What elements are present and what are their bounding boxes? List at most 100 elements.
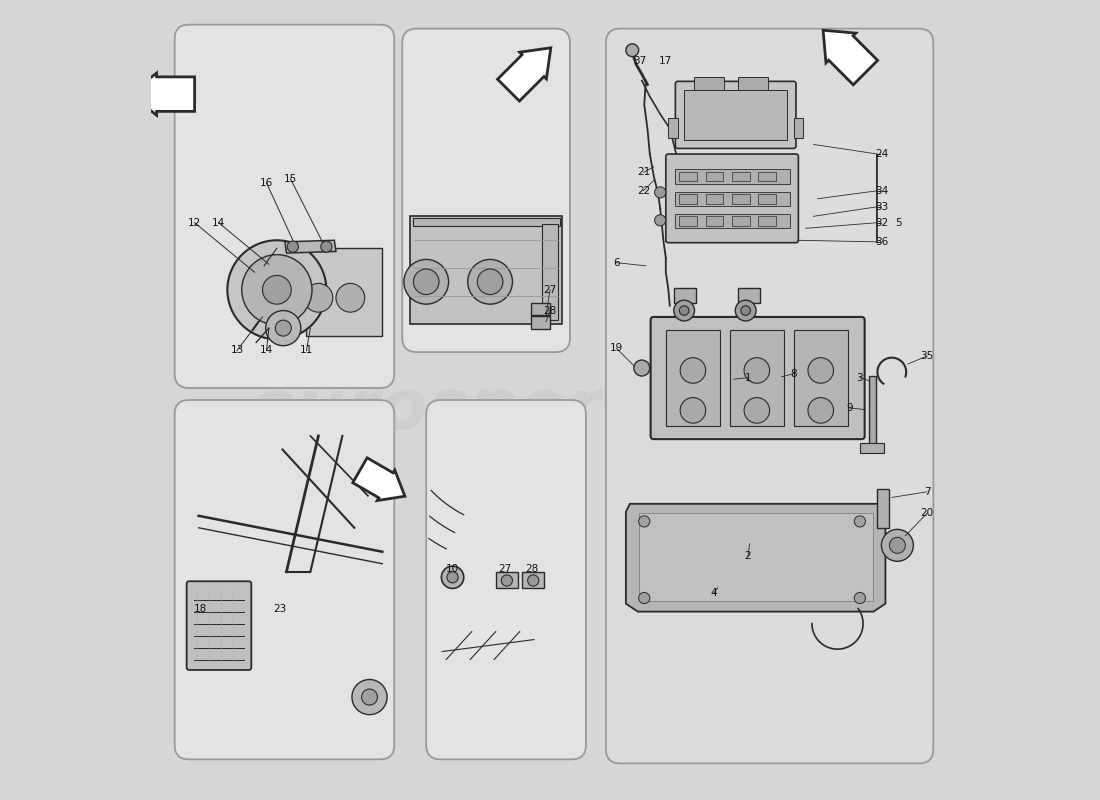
Bar: [680, 171, 697, 181]
Text: 32: 32: [876, 218, 889, 228]
Text: 34: 34: [876, 186, 889, 196]
Bar: [680, 194, 697, 203]
Bar: [706, 171, 724, 181]
Bar: [531, 302, 550, 315]
Circle shape: [680, 358, 706, 383]
Text: 6: 6: [613, 258, 619, 268]
Circle shape: [634, 360, 650, 376]
Text: 8: 8: [790, 369, 796, 378]
Text: 2: 2: [745, 550, 751, 561]
Circle shape: [626, 44, 639, 57]
Bar: [684, 90, 788, 140]
Text: 10: 10: [446, 564, 459, 574]
Bar: [666, 330, 720, 426]
Text: 21: 21: [637, 167, 650, 178]
FancyBboxPatch shape: [606, 29, 933, 763]
Circle shape: [674, 300, 694, 321]
FancyBboxPatch shape: [426, 400, 586, 759]
Text: 28: 28: [543, 306, 557, 315]
Circle shape: [654, 214, 666, 226]
FancyBboxPatch shape: [187, 582, 251, 670]
Bar: [733, 216, 750, 226]
Circle shape: [263, 275, 292, 304]
Circle shape: [287, 241, 298, 252]
Bar: [733, 171, 750, 181]
Circle shape: [304, 283, 333, 312]
Circle shape: [744, 358, 770, 383]
Circle shape: [735, 300, 756, 321]
Circle shape: [855, 593, 866, 604]
Circle shape: [447, 572, 459, 583]
Circle shape: [321, 241, 332, 252]
Text: 12: 12: [188, 218, 201, 228]
Bar: [307, 248, 383, 336]
Bar: [758, 171, 776, 181]
Circle shape: [654, 186, 666, 198]
Bar: [738, 288, 760, 302]
Text: 20: 20: [921, 509, 934, 518]
Text: 33: 33: [876, 202, 889, 212]
Text: 19: 19: [609, 343, 623, 353]
Text: 36: 36: [876, 237, 889, 247]
Polygon shape: [497, 48, 551, 101]
Circle shape: [808, 398, 834, 423]
Text: 15: 15: [284, 174, 297, 184]
Text: 5: 5: [895, 218, 902, 228]
Bar: [496, 573, 518, 589]
Text: 13: 13: [230, 346, 243, 355]
Bar: [758, 216, 776, 226]
Bar: [410, 216, 562, 324]
Circle shape: [441, 566, 464, 589]
Bar: [674, 214, 790, 228]
Bar: [674, 191, 790, 206]
Bar: [639, 514, 872, 602]
Bar: [694, 78, 724, 90]
Text: 17: 17: [659, 56, 672, 66]
Polygon shape: [823, 30, 878, 85]
Bar: [522, 573, 544, 589]
Polygon shape: [353, 458, 405, 501]
Circle shape: [528, 575, 539, 586]
Circle shape: [275, 320, 292, 336]
Circle shape: [362, 689, 377, 705]
Circle shape: [744, 398, 770, 423]
Circle shape: [680, 306, 689, 315]
Bar: [793, 330, 848, 426]
Bar: [706, 194, 724, 203]
Circle shape: [639, 516, 650, 527]
Circle shape: [881, 530, 913, 562]
Bar: [668, 118, 678, 138]
Circle shape: [228, 240, 327, 339]
Text: 16: 16: [260, 178, 273, 188]
Bar: [412, 218, 560, 226]
Bar: [674, 170, 790, 183]
Text: 37: 37: [632, 56, 646, 66]
Text: 35: 35: [921, 351, 934, 361]
Circle shape: [468, 259, 513, 304]
Text: 1: 1: [745, 373, 751, 382]
Bar: [860, 443, 883, 453]
Bar: [531, 316, 550, 329]
Bar: [878, 490, 890, 528]
Text: 3: 3: [857, 373, 864, 382]
Text: 23: 23: [274, 604, 287, 614]
Bar: [758, 194, 776, 203]
Bar: [738, 78, 768, 90]
Bar: [729, 330, 784, 426]
FancyBboxPatch shape: [650, 317, 865, 439]
Bar: [680, 216, 697, 226]
FancyBboxPatch shape: [666, 154, 799, 242]
Circle shape: [890, 538, 905, 554]
FancyBboxPatch shape: [403, 29, 570, 352]
Text: 14: 14: [260, 346, 273, 355]
Bar: [674, 288, 696, 302]
Text: 18: 18: [194, 604, 207, 614]
Circle shape: [808, 358, 834, 383]
Circle shape: [414, 269, 439, 294]
Text: 24: 24: [876, 149, 889, 159]
Text: 22: 22: [637, 186, 650, 196]
Circle shape: [680, 398, 706, 423]
Text: 28: 28: [525, 564, 538, 574]
FancyBboxPatch shape: [175, 25, 394, 388]
Polygon shape: [129, 73, 195, 115]
